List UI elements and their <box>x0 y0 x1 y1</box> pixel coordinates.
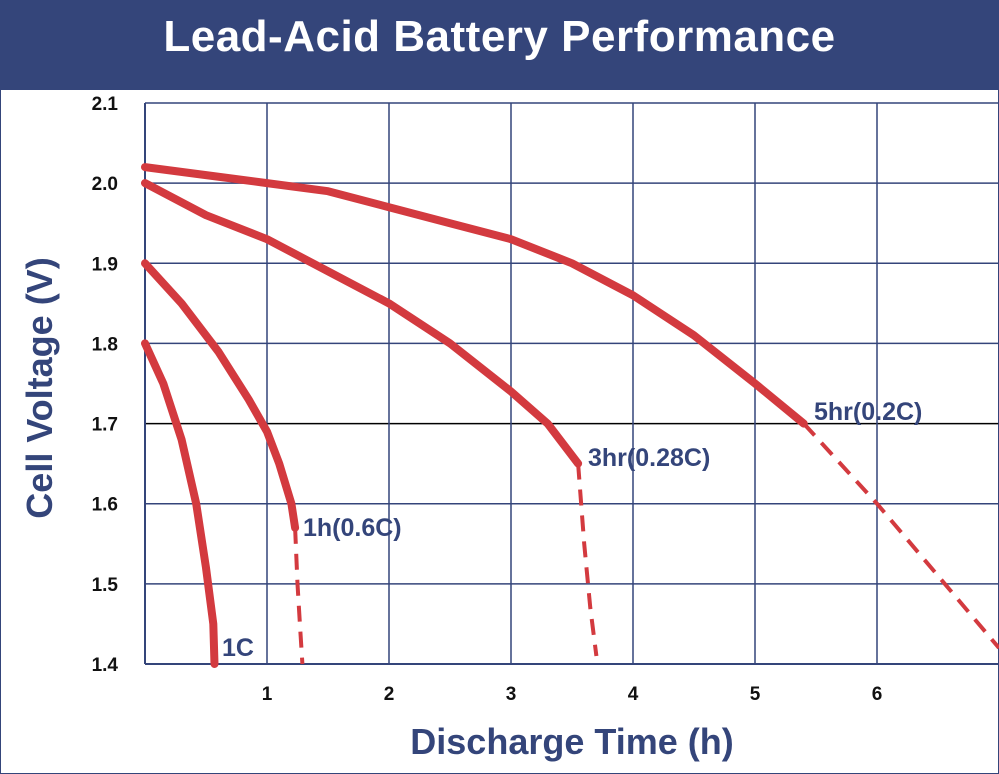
y-tick-label: 1.4 <box>92 655 119 676</box>
x-tick-label: 5 <box>750 684 761 705</box>
title-bar <box>0 0 999 90</box>
series-3-dashed-line <box>576 463 599 657</box>
y-tick-label: 1.9 <box>92 254 118 275</box>
y-tick-label: 2.0 <box>92 174 118 195</box>
y-tick-label: 1.6 <box>92 495 118 516</box>
chart-title: Lead-Acid Battery Performance <box>163 12 836 61</box>
series-3-label: 3hr(0.28C) <box>588 444 710 472</box>
series-4-label: 5hr(0.2C) <box>814 398 922 426</box>
series-2-dashed-line <box>293 527 305 665</box>
x-tick-label: 6 <box>872 684 883 705</box>
series-2-label: 1h(0.6C) <box>303 514 402 542</box>
series-1-solid-line <box>141 339 219 668</box>
y-tick-label: 1.5 <box>92 575 119 596</box>
x-axis-title: Discharge Time (h) <box>410 721 733 762</box>
series-4-dashed-line <box>802 422 999 650</box>
y-tick-label: 1.7 <box>92 415 118 436</box>
y-tick-label: 1.8 <box>92 334 118 355</box>
series-4-solid-line <box>141 163 808 428</box>
x-tick-label: 2 <box>384 684 395 705</box>
y-tick-label: 2.1 <box>92 94 119 115</box>
series-2-solid-line <box>141 259 300 532</box>
y-axis-title: Cell Voltage (V) <box>19 257 60 518</box>
x-tick-label: 4 <box>628 684 639 705</box>
x-tick-label: 3 <box>506 684 517 705</box>
series-3-solid-line <box>141 179 583 468</box>
series-1-label: 1C <box>222 634 254 662</box>
series-lines <box>141 163 999 668</box>
labels: 1.4 1.5 1.6 1.7 1.8 1.9 2.0 2.1 1 2 3 4 5 6 Discharge … <box>19 94 922 762</box>
x-tick-label: 1 <box>262 684 273 705</box>
